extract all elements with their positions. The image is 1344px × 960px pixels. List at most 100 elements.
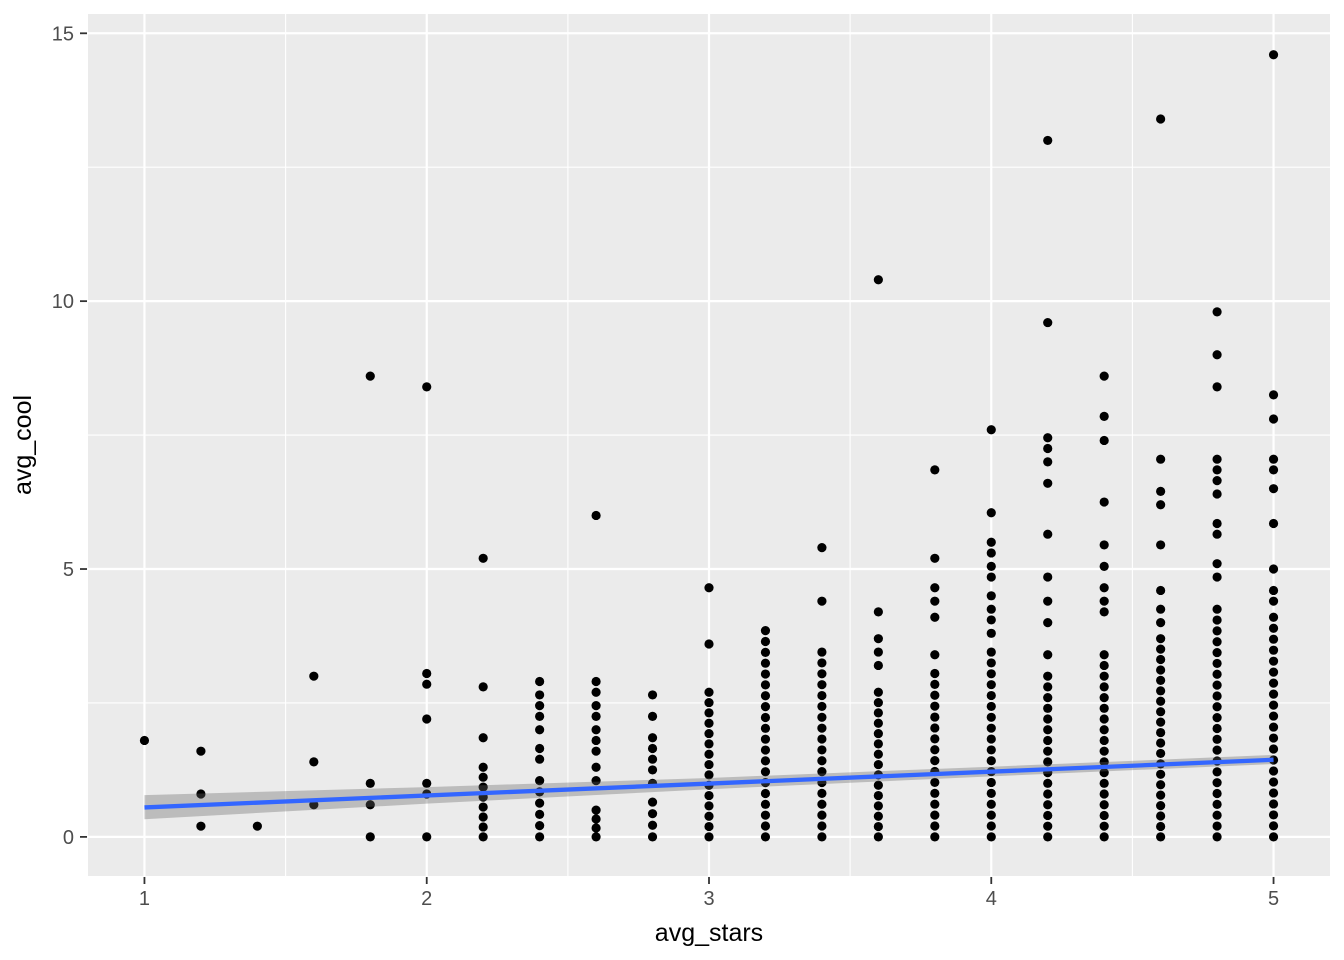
- data-point: [1099, 778, 1109, 788]
- data-point: [1212, 572, 1222, 582]
- data-point: [1212, 832, 1222, 842]
- data-point: [1156, 486, 1166, 496]
- data-point: [1212, 637, 1222, 647]
- data-point: [478, 772, 488, 782]
- data-point: [1268, 722, 1279, 732]
- data-point: [1099, 703, 1109, 713]
- data-point: [760, 723, 771, 733]
- data-point: [817, 658, 827, 668]
- data-point: [478, 822, 488, 832]
- data-point: [817, 832, 827, 842]
- data-point: [1043, 832, 1053, 842]
- x-tick-label: 5: [1268, 888, 1279, 910]
- data-point: [986, 548, 996, 558]
- data-point: [986, 591, 996, 601]
- data-point: [1043, 800, 1053, 810]
- data-point: [1268, 711, 1279, 721]
- data-point: [930, 553, 940, 563]
- data-point: [1268, 678, 1279, 688]
- data-point: [986, 647, 996, 657]
- data-point: [986, 821, 996, 831]
- data-point: [1212, 799, 1222, 809]
- data-point: [1099, 800, 1109, 810]
- data-point: [1212, 626, 1222, 636]
- data-point: [704, 770, 714, 780]
- data-point: [817, 788, 827, 799]
- data-point: [873, 687, 883, 697]
- x-tick-label: 2: [421, 888, 432, 910]
- data-point: [986, 604, 996, 614]
- data-point: [760, 734, 771, 744]
- data-point: [1268, 667, 1279, 677]
- data-point: [817, 712, 827, 722]
- data-point: [1212, 691, 1222, 701]
- data-point: [873, 790, 883, 801]
- data-point: [1268, 564, 1279, 574]
- data-point: [478, 832, 488, 842]
- data-point: [1043, 714, 1053, 724]
- data-point: [1099, 832, 1109, 842]
- data-point: [1212, 778, 1222, 788]
- x-tick-label: 4: [986, 888, 997, 910]
- data-point: [760, 658, 771, 668]
- data-point: [478, 733, 488, 743]
- data-point: [817, 542, 827, 553]
- data-point: [986, 690, 996, 701]
- data-point: [986, 799, 996, 809]
- data-point: [760, 788, 771, 799]
- data-point: [535, 809, 545, 819]
- data-point: [704, 790, 714, 801]
- data-point: [986, 425, 996, 435]
- data-point: [1212, 821, 1222, 831]
- data-point: [1212, 559, 1222, 569]
- data-point: [1268, 596, 1279, 606]
- data-point: [873, 660, 883, 671]
- data-point: [873, 832, 883, 842]
- data-point: [873, 739, 883, 749]
- x-tick-label: 1: [139, 888, 150, 910]
- data-point: [1212, 647, 1222, 658]
- data-point: [1156, 800, 1166, 811]
- data-point: [930, 690, 940, 700]
- data-point: [1268, 623, 1279, 633]
- data-point: [1212, 307, 1222, 317]
- data-point: [986, 734, 996, 744]
- data-point: [1268, 810, 1279, 820]
- data-point: [817, 723, 827, 733]
- data-point: [704, 708, 714, 718]
- data-point: [1268, 518, 1279, 529]
- data-point: [1099, 725, 1109, 735]
- data-point: [1156, 500, 1166, 510]
- data-point: [1156, 717, 1166, 727]
- data-point: [1043, 810, 1053, 821]
- data-point: [704, 832, 714, 842]
- data-point: [252, 821, 262, 831]
- data-point: [591, 814, 601, 824]
- data-point: [1212, 476, 1222, 486]
- data-point: [873, 647, 883, 657]
- data-point: [1156, 114, 1166, 124]
- data-point: [1212, 658, 1222, 669]
- data-point: [1099, 411, 1109, 421]
- data-point: [873, 607, 883, 617]
- data-point: [1043, 433, 1053, 443]
- data-point: [196, 789, 206, 799]
- data-point: [1156, 769, 1166, 779]
- data-point: [817, 767, 827, 777]
- data-point: [535, 821, 545, 831]
- data-point: [1212, 518, 1222, 529]
- data-point: [1099, 435, 1109, 446]
- axis-ticks-layer: [80, 32, 1275, 884]
- data-point: [535, 690, 545, 700]
- data-point: [422, 832, 432, 842]
- data-point: [1212, 680, 1222, 690]
- data-point: [1212, 669, 1222, 679]
- data-point: [422, 382, 432, 392]
- data-point: [1156, 748, 1166, 759]
- data-point: [1043, 671, 1053, 681]
- data-point: [591, 687, 601, 697]
- data-point: [986, 561, 996, 571]
- data-point: [1043, 617, 1053, 628]
- data-point: [704, 728, 714, 739]
- data-point: [365, 778, 375, 788]
